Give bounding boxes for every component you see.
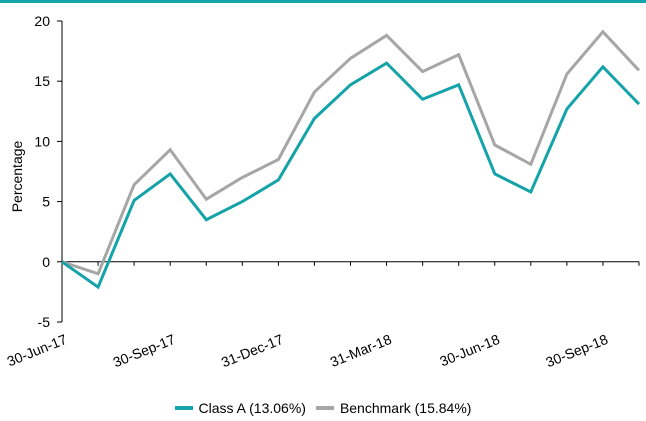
x-tick-label: 31-Dec-17 [219, 331, 286, 370]
x-tick-label: 30-Jun-18 [437, 331, 502, 370]
legend-item-class-a: Class A (13.06%) [174, 400, 306, 416]
line-chart: -5 0 5 10 15 20 30-Jun-17 30-Sep-17 31-Dec-17 31-… [5, 13, 641, 370]
legend-swatch-benchmark [315, 406, 334, 410]
legend-swatch-class-a [174, 406, 193, 410]
series-line-class-a [61, 61, 641, 290]
top-rule [0, 0, 646, 3]
y-tick-label: 20 [34, 13, 50, 29]
y-tick-label: 0 [42, 254, 50, 270]
x-tick-label: 30-Sep-18 [543, 331, 610, 370]
legend-item-benchmark: Benchmark (15.84%) [315, 400, 472, 416]
x-tick-label: 31-Mar-18 [328, 331, 394, 370]
legend-label-class-a: Class A (13.06%) [198, 400, 306, 416]
y-tick-label: -5 [38, 314, 51, 330]
y-tick-label: 5 [42, 194, 50, 210]
x-tick-label: 30-Sep-17 [111, 331, 178, 370]
y-tick-label: 15 [34, 73, 50, 89]
x-tick-label: 30-Jun-17 [5, 331, 70, 370]
legend-label-benchmark: Benchmark (15.84%) [339, 400, 472, 416]
y-axis-title: Percentage [9, 140, 25, 212]
legend: Class A (13.06%) Benchmark (15.84%) [0, 398, 646, 418]
y-tick-label: 10 [34, 133, 50, 149]
series-line-benchmark [61, 29, 641, 276]
